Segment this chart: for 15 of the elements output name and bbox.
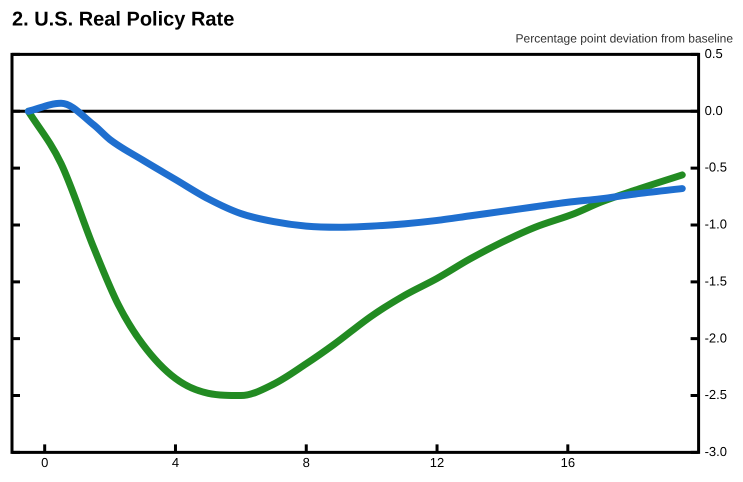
x-tick-label: 16	[560, 454, 576, 470]
y-tick-label: -0.5	[704, 160, 728, 175]
y-tick-label: 0.5	[704, 46, 723, 61]
y-tick-label: -1.0	[704, 216, 728, 232]
y-tick-label: 0.0	[704, 102, 723, 118]
chart-subtitle: Percentage point deviation from baseline	[516, 32, 734, 46]
y-tick-label: -2.0	[704, 330, 728, 346]
x-tick-label: 12	[430, 454, 444, 470]
x-tick-label: 8	[302, 454, 310, 470]
y-tick-label: -3.0	[704, 444, 728, 459]
x-tick-label: 4	[172, 454, 180, 470]
x-tick-label: 0	[41, 454, 48, 470]
y-tick-label: -2.5	[704, 387, 728, 402]
y-tick-label: -1.5	[704, 273, 728, 288]
chart-title: 2. U.S. Real Policy Rate	[12, 8, 234, 31]
